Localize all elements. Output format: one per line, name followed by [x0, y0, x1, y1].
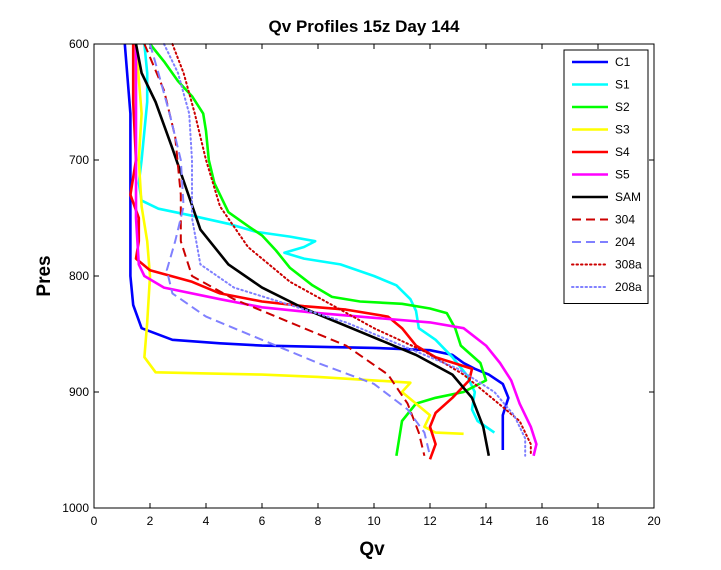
- series-line-308a: [171, 43, 532, 457]
- x-tick-label: 2: [147, 514, 154, 528]
- legend-label-sam: SAM: [615, 190, 641, 204]
- legend-label-s4: S4: [615, 145, 630, 159]
- series-line-sam: [134, 43, 491, 457]
- legend-label-s2: S2: [615, 100, 630, 114]
- legend-label-c1: C1: [615, 55, 631, 69]
- x-tick-label: 18: [591, 514, 605, 528]
- series-line-c1: [123, 43, 510, 450]
- y-tick-label: 800: [69, 269, 89, 283]
- x-tick-label: 10: [367, 514, 381, 528]
- y-tick-label: 700: [69, 153, 89, 167]
- x-tick-label: 14: [479, 514, 493, 528]
- series-line-s3: [134, 43, 464, 436]
- y-axis-label: Pres: [34, 255, 55, 296]
- x-tick-label: 6: [259, 514, 266, 528]
- x-axis-label: Qv: [359, 539, 385, 560]
- legend-label-s3: S3: [615, 123, 630, 137]
- series-line-s4: [129, 44, 474, 460]
- axis-ticks: 0 2 4 6 8 10 12 14 16 18 20 600 700 800 900 1000: [62, 37, 661, 528]
- x-tick-label: 4: [203, 514, 210, 528]
- series-line-204: [149, 43, 431, 457]
- chart-title: Qv Profiles 15z Day 144: [269, 17, 460, 36]
- series-line-304: [143, 43, 426, 457]
- y-tick-label: 900: [69, 385, 89, 399]
- x-tick-label: 20: [647, 514, 661, 528]
- series-line-s5: [134, 44, 538, 457]
- legend-label-s1: S1: [615, 78, 630, 92]
- y-tick-label: 600: [69, 37, 89, 51]
- series-line-208a: [163, 43, 527, 457]
- legend-box: [563, 49, 649, 304]
- legend-label-208a: 208a: [615, 280, 642, 294]
- legend-label-304: 304: [615, 213, 635, 227]
- x-tick-label: 8: [315, 514, 322, 528]
- x-tick-label: 12: [423, 514, 437, 528]
- series-line-s2: [148, 43, 488, 457]
- x-tick-label: 0: [91, 514, 98, 528]
- plot-frame: [93, 43, 655, 509]
- series-lines: [123, 43, 538, 460]
- legend: C1 S1 S2 S3 S4 S5 SAM 304 204 308a 208a: [563, 49, 649, 304]
- x-tick-label: 16: [535, 514, 549, 528]
- legend-label-308a: 308a: [615, 258, 642, 272]
- y-tick-label: 1000: [62, 501, 89, 515]
- legend-label-204: 204: [615, 235, 635, 249]
- legend-label-s5: S5: [615, 168, 630, 182]
